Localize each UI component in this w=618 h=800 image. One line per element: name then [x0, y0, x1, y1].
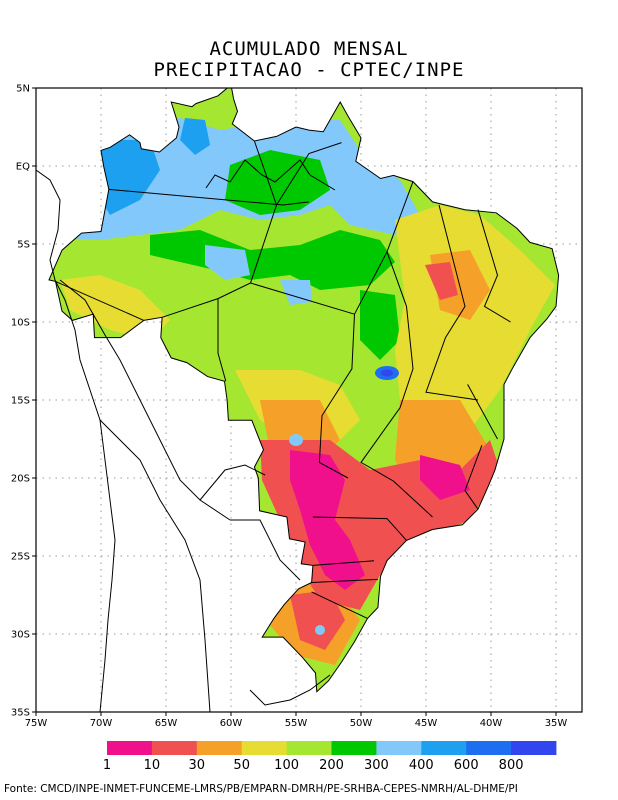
inner-border-1: [230, 519, 301, 581]
zone-yellow-east: [395, 205, 555, 430]
legend-swatch: [421, 741, 467, 755]
latitude-tick-label: 25S: [11, 552, 30, 563]
legend-swatch: [286, 741, 332, 755]
latitude-tick-label: 10S: [11, 318, 30, 329]
legend-label: 30: [189, 758, 206, 773]
zone-magenta-east: [420, 455, 470, 500]
zone-magenta-core: [290, 450, 365, 590]
latitude-tick-label: 15S: [11, 396, 30, 407]
andes-border-1: [59, 279, 231, 521]
state-border: [312, 560, 375, 566]
legend-label: 300: [364, 758, 389, 773]
latitude-tick-label: 5N: [16, 84, 30, 95]
longitude-tick-label: 35W: [545, 718, 568, 729]
zone-green-east: [360, 290, 400, 360]
state-border: [311, 578, 378, 583]
guiana-borders: [205, 159, 336, 191]
data-source-footer: Fonte: CMCD/INPE-INMET-FUNCEME-LMRS/PB/E…: [4, 783, 518, 795]
legend-label: 1: [103, 758, 111, 773]
legend-swatch: [331, 741, 377, 755]
longitude-tick-label: 60W: [220, 718, 243, 729]
latitude-tick-label: 20S: [11, 474, 30, 485]
state-border: [108, 188, 310, 206]
zone-light-blue-west: [205, 245, 250, 280]
state-border: [386, 251, 414, 408]
latitude-tick-label: EQ: [16, 162, 30, 173]
brazil-outline: [48, 88, 560, 693]
legend-label: 10: [144, 758, 161, 773]
state-border: [250, 181, 414, 315]
state-border: [464, 445, 483, 510]
legend-swatch: [196, 741, 243, 755]
longitude-tick-label: 50W: [350, 718, 373, 729]
color-legend: 1 10 30 50 100 200 300 400 600 800: [103, 741, 557, 773]
zone-red-northeast: [425, 262, 458, 300]
state-border: [360, 407, 433, 518]
longitude-tick-label: 65W: [155, 718, 178, 729]
precipitation-field: [49, 88, 559, 692]
map-title-line-2: PRECIPITACAO - CPTEC/INPE: [153, 59, 465, 81]
latitude-tick-label: 35S: [11, 708, 30, 719]
spot-light-blue-pantanal: [289, 434, 303, 446]
state-border: [311, 591, 368, 619]
longitude-tick-label: 40W: [480, 718, 503, 729]
zone-blue-north-east: [180, 118, 210, 155]
longitude-tick-label: 45W: [415, 718, 438, 729]
legend-label: 200: [319, 758, 344, 773]
state-border: [477, 209, 511, 323]
state-border: [276, 142, 342, 206]
legend-swatch: [466, 741, 512, 755]
legend-label: 800: [499, 758, 524, 773]
spot-dark-blue-tocantins: [381, 369, 393, 377]
state-border: [55, 280, 145, 321]
zone-red-south: [290, 590, 345, 650]
spot-light-blue-south: [315, 625, 325, 635]
zone-blue-north: [95, 140, 160, 215]
longitude-tick-label: 75W: [25, 718, 48, 729]
legend-label: 600: [454, 758, 479, 773]
legend-swatch: [151, 741, 198, 755]
state-border: [312, 516, 407, 541]
state-border: [467, 384, 498, 440]
legend-label: 50: [233, 758, 250, 773]
map-title-line-1: ACUMULADO MENSAL: [209, 38, 409, 60]
longitude-tick-label: 70W: [90, 718, 113, 729]
latitude-tick-label: 5S: [17, 240, 30, 251]
state-border: [217, 298, 227, 382]
uruguay-argentina-coast: [249, 674, 331, 706]
latitude-tick-label: 30S: [11, 630, 30, 641]
coastlines-and-borders: [36, 88, 560, 712]
andes-border-2: [99, 419, 211, 712]
longitude-tick-label: 55W: [285, 718, 308, 729]
state-border: [425, 204, 479, 401]
state-border: [318, 314, 355, 479]
zone-green-central: [150, 230, 395, 290]
inner-border-2: [199, 464, 266, 501]
south-america-west-coast: [36, 169, 116, 712]
legend-swatch: [511, 741, 557, 755]
legend-swatch: [241, 741, 287, 755]
legend-label: 400: [409, 758, 434, 773]
legend-swatch: [107, 741, 153, 755]
legend-swatch: [376, 741, 422, 755]
legend-label: 100: [274, 758, 299, 773]
